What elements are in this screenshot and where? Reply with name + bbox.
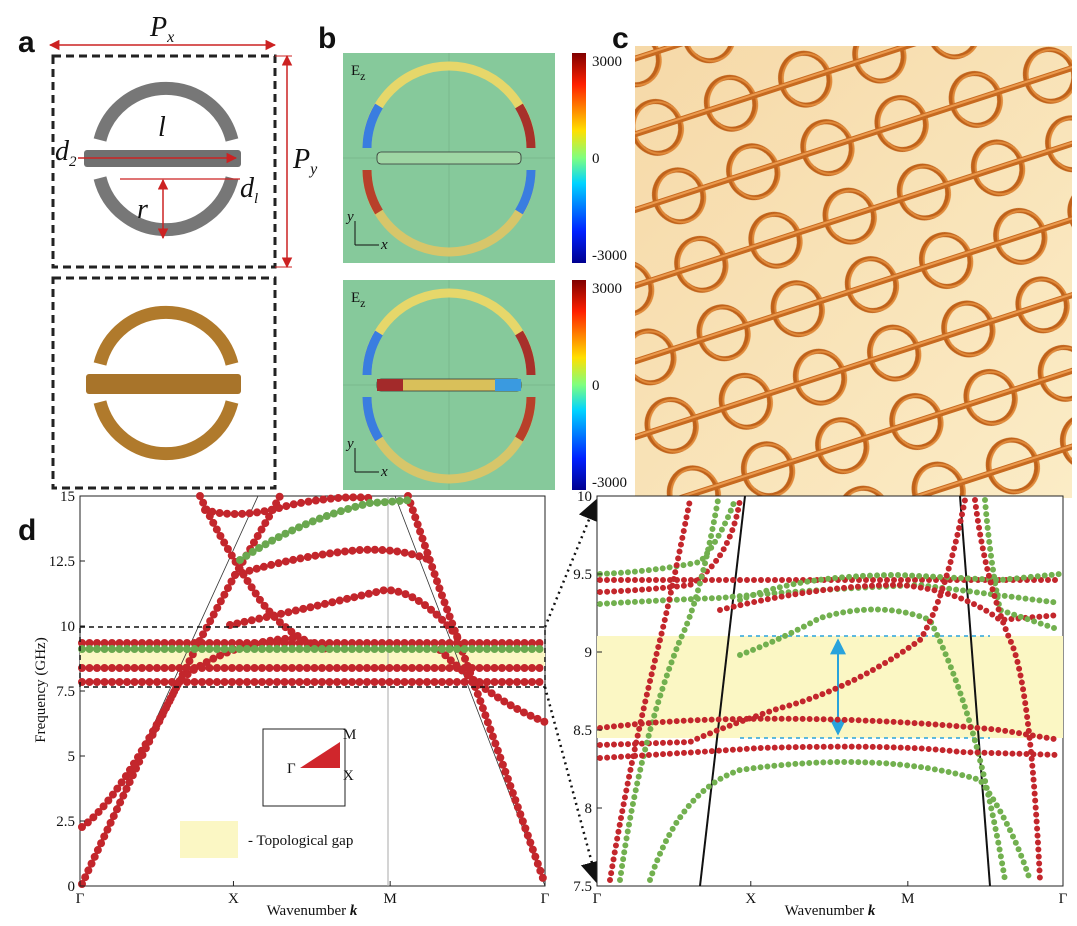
symbol: E [351,290,360,306]
panel-d: d 0 2.5 5 7.5 10 12.5 15 Γ X M Γ Frequency (GHz) W… [18,489,1068,919]
x-tick-label: X [228,891,239,907]
x-tick-label: Γ [1059,891,1068,907]
y-tick-label: 7.5 [56,684,75,700]
figure: a Px Py l d2 dl r b Ezyx30000-3000Ezyx30… [0,0,1077,926]
colorbar-tick: -3000 [592,248,627,264]
y-tick-label: 12.5 [49,554,75,570]
bar [86,374,241,394]
ring [100,178,232,230]
subscript: 2 [69,154,77,170]
field-maps: Ez y x 3000 0 -3000 Ez y x 3000 0 -3000 [343,53,627,491]
x-tick-label: Γ [541,891,550,907]
gap-band [597,636,1063,738]
zoom-arrow [545,687,597,882]
y-tick-label: 10 [577,489,592,505]
panel-label: c [612,22,629,55]
axis-label: y [345,436,354,452]
y-tick-label: 15 [60,489,75,505]
subscript: y [308,161,318,178]
y-tick-label: 5 [68,749,76,765]
metamaterial-render [635,46,1072,498]
colorbar [572,53,586,263]
symbol: P [292,144,310,175]
symbol: d [55,136,70,167]
x-tick-label: M [901,891,914,907]
x-tick-label: Γ [593,891,602,907]
axis-label: y [345,209,354,225]
colorbar-tick: 0 [592,151,600,167]
y-tick-label: 10 [60,619,75,635]
axis-label: x [380,237,388,253]
label: Px [149,12,174,46]
subscript: x [166,29,174,46]
colorbar-tick: 3000 [592,281,622,297]
colorbar-tick: -3000 [592,475,627,491]
panel-c: c [612,22,1072,498]
label-symbol: k [350,903,358,919]
symbol: P [149,12,167,43]
label: dl [240,173,258,207]
label: l [158,112,166,143]
y-tick-label: 2.5 [56,814,75,830]
legend-swatch [180,821,238,858]
bar-hot [377,379,403,391]
ring [100,312,232,364]
label-text: Wavenumber [785,903,868,919]
x-axis-label: Wavenumber k [785,903,876,919]
y-tick-label: 8 [585,801,593,817]
subscript: l [254,191,258,207]
symbol: d [240,173,255,204]
x-tick-label: M [383,891,396,907]
label: d2 [55,136,77,170]
panel-b: b Ez y x 3000 0 -3000 Ez y x 3000 0 -3000 [318,22,627,491]
zoom-arrow [545,500,597,627]
y-axis-label: Frequency (GHz) [33,637,49,742]
label: r [137,194,148,225]
inset-label: M [343,727,356,743]
axis-label: x [380,464,388,480]
subscript: z [360,69,365,83]
y-tick-label: 9.5 [573,567,592,583]
legend-label: - Topological gap [248,833,353,849]
colorbar-tick: 0 [592,378,600,394]
y-tick-label: 7.5 [573,879,592,895]
colorbar-tick: 3000 [592,54,622,70]
ring [100,402,232,454]
inset-label: X [343,768,354,784]
ring [100,88,232,140]
inset-label: Γ [287,761,296,777]
y-tick-label: 9 [585,645,593,661]
x-axis-label: Wavenumber k [267,903,358,919]
subscript: z [360,296,365,310]
x-tick-label: X [745,891,756,907]
bar [377,152,521,164]
symbol: E [351,63,360,79]
panel-a: a Px Py l d2 dl r [18,12,318,488]
label: Py [292,144,318,178]
panel-label: d [18,514,36,547]
y-tick-label: 8.5 [573,723,592,739]
x-tick-label: Γ [76,891,85,907]
panel-label: b [318,22,336,55]
page: a Px Py l d2 dl r b Ezyx30000-3000Ezyx30… [0,0,1077,926]
label-symbol: k [868,903,876,919]
y-tick-label: 0 [68,879,76,895]
panel-label: a [18,26,35,59]
label-text: Wavenumber [267,903,350,919]
bar-hot [495,379,521,391]
colorbar [572,280,586,490]
